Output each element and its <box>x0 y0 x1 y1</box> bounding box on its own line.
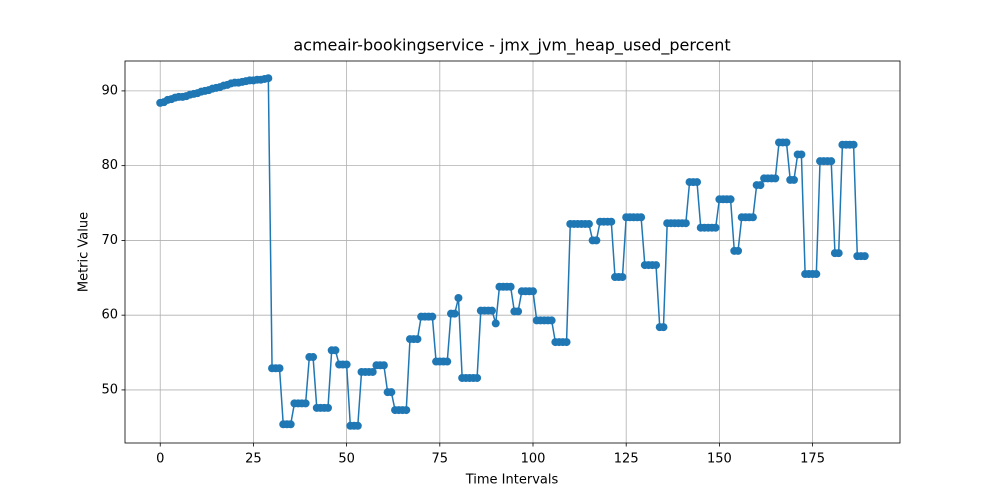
plot-frame <box>124 60 901 444</box>
marker <box>592 236 601 245</box>
marker <box>812 270 821 279</box>
y-tick-label: 80 <box>101 158 118 173</box>
marker <box>607 217 616 226</box>
x-tick-label: 175 <box>800 452 825 467</box>
marker <box>681 219 690 228</box>
marker <box>331 346 340 355</box>
marker <box>514 307 523 316</box>
marker <box>368 367 377 376</box>
marker <box>275 364 284 373</box>
marker <box>473 373 482 382</box>
marker <box>637 213 646 222</box>
marker <box>547 316 556 325</box>
marker <box>301 399 310 408</box>
marker <box>827 157 836 166</box>
marker <box>797 150 806 159</box>
marker <box>454 293 463 302</box>
marker <box>693 178 702 187</box>
marker <box>834 249 843 258</box>
x-tick-label: 25 <box>245 452 262 467</box>
marker <box>860 252 869 261</box>
marker <box>402 406 411 415</box>
y-tick-label: 60 <box>101 308 118 323</box>
y-tick-label: 50 <box>101 382 118 397</box>
marker <box>659 323 668 332</box>
marker <box>562 338 571 347</box>
marker <box>413 335 422 344</box>
marker <box>506 282 515 291</box>
x-tick-label: 0 <box>156 452 164 467</box>
marker <box>491 319 500 328</box>
marker <box>771 174 780 183</box>
marker <box>711 223 720 232</box>
marker <box>618 273 627 282</box>
x-tick-label: 125 <box>614 452 639 467</box>
marker <box>789 175 798 184</box>
marker <box>849 140 858 149</box>
marker <box>584 219 593 228</box>
marker <box>309 353 318 362</box>
y-tick-label: 90 <box>101 83 118 98</box>
marker <box>726 195 735 204</box>
marker <box>342 360 351 369</box>
x-tick-label: 100 <box>521 452 546 467</box>
marker <box>387 388 396 397</box>
x-axis-label: Time Intervals <box>465 473 559 488</box>
marker <box>748 213 757 222</box>
marker <box>443 357 452 366</box>
marker <box>428 312 437 321</box>
y-tick-label: 70 <box>101 233 118 248</box>
y-axis-label: Metric Value <box>77 212 92 292</box>
x-tick-label: 150 <box>707 452 732 467</box>
marker <box>379 361 388 370</box>
marker <box>450 309 459 318</box>
chart-title: acmeair-bookingservice - jmx_jvm_heap_us… <box>293 36 730 56</box>
x-tick-label: 75 <box>432 452 449 467</box>
marker <box>529 287 538 296</box>
marker <box>323 403 332 412</box>
marker <box>353 421 362 430</box>
marker <box>487 306 496 315</box>
marker <box>264 74 273 83</box>
marker <box>782 138 791 147</box>
marker <box>756 181 765 190</box>
x-tick-label: 50 <box>338 452 355 467</box>
marker <box>286 420 295 429</box>
marker <box>652 261 661 270</box>
marker <box>734 246 743 255</box>
